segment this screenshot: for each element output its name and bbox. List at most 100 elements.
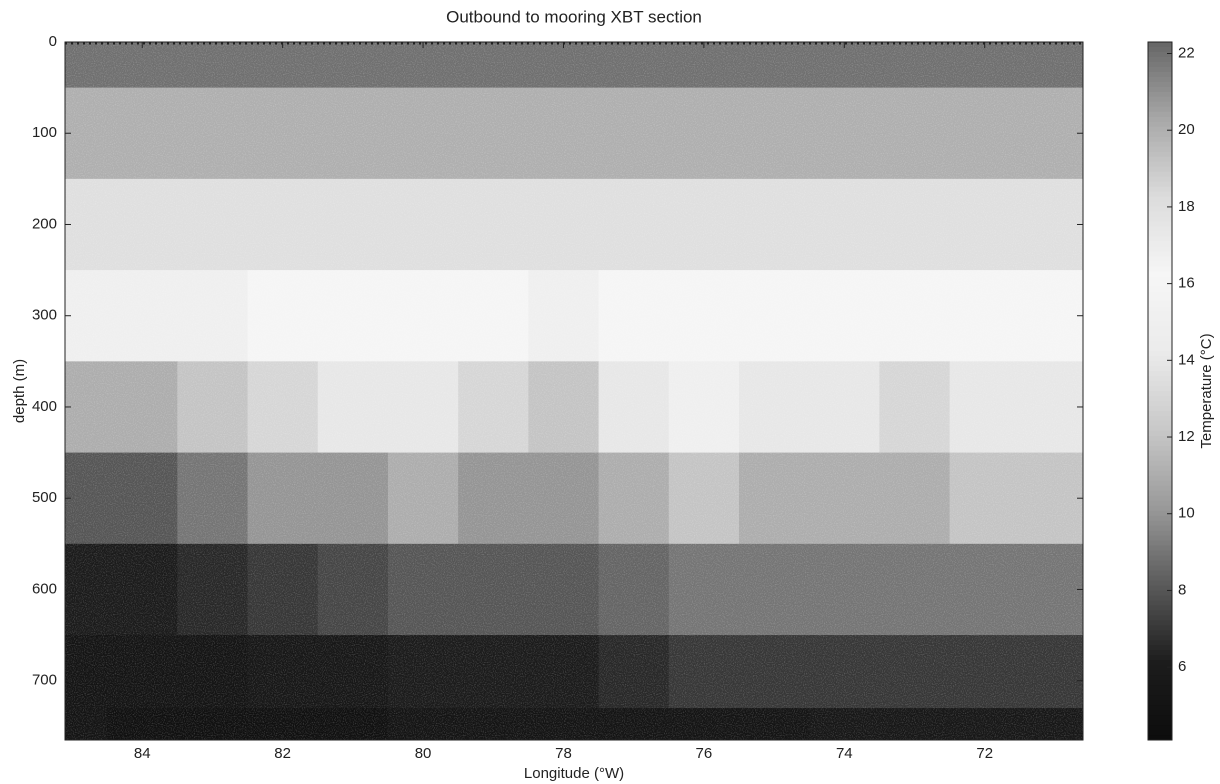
colorbar-step (1148, 615, 1172, 621)
colorbar-step (1148, 271, 1172, 277)
colorbar-step (1148, 665, 1172, 671)
colorbar-tick-label: 10 (1178, 505, 1195, 522)
colorbar-step (1148, 186, 1172, 193)
colorbar-step (1148, 101, 1172, 108)
colorbar-step (1148, 405, 1172, 412)
colorbar-step (1148, 81, 1172, 88)
texture (65, 42, 1083, 740)
colorbar-step (1148, 156, 1172, 163)
colorbar-step (1148, 395, 1172, 402)
colorbar-step (1148, 695, 1172, 701)
colorbar-step (1148, 346, 1172, 352)
colorbar-step (1148, 201, 1172, 208)
colorbar-step (1148, 136, 1172, 143)
colorbar-step (1148, 510, 1172, 517)
colorbar-step (1148, 221, 1172, 227)
colorbar-step (1148, 420, 1172, 427)
colorbar-step (1148, 660, 1172, 666)
colorbar-step (1148, 425, 1172, 432)
colorbar-step (1148, 670, 1172, 676)
colorbar-step (1148, 251, 1172, 257)
colorbar-step (1148, 381, 1172, 387)
y-tick-label: 600 (32, 580, 57, 597)
colorbar-step (1148, 361, 1172, 367)
colorbar-step (1148, 376, 1172, 382)
y-axis-label: depth (m) (11, 359, 28, 423)
colorbar-step (1148, 51, 1172, 58)
colorbar-step (1148, 555, 1172, 562)
colorbar-step (1148, 91, 1172, 98)
colorbar-step (1148, 126, 1172, 133)
colorbar-tick-label: 18 (1178, 198, 1195, 215)
colorbar-step (1148, 56, 1172, 63)
colorbar-step (1148, 246, 1172, 252)
colorbar-step (1148, 281, 1172, 287)
colorbar-step (1148, 580, 1172, 586)
colorbar-step (1148, 645, 1172, 651)
colorbar-tick-label: 16 (1178, 275, 1195, 292)
colorbar-step (1148, 690, 1172, 696)
colorbar-step (1148, 530, 1172, 537)
colorbar-step (1148, 276, 1172, 282)
colorbar-step (1148, 650, 1172, 656)
colorbar-step (1148, 46, 1172, 53)
colorbar-step (1148, 326, 1172, 332)
colorbar-step (1148, 71, 1172, 78)
x-tick-label: 76 (696, 745, 713, 762)
colorbar-step (1148, 371, 1172, 377)
colorbar-step (1148, 61, 1172, 68)
plot-frame (64, 41, 1084, 741)
colorbar-step (1148, 216, 1172, 222)
colorbar-step (1148, 685, 1172, 691)
colorbar-step (1148, 366, 1172, 372)
colorbar-step (1148, 550, 1172, 557)
colorbar-step (1148, 655, 1172, 661)
colorbar-step (1148, 730, 1172, 736)
colorbar-step (1148, 545, 1172, 552)
colorbar-step (1148, 116, 1172, 123)
colorbar-step (1148, 96, 1172, 103)
x-tick-label: 82 (274, 745, 291, 762)
colorbar-step (1148, 540, 1172, 547)
colorbar-step (1148, 291, 1172, 297)
colorbar-step (1148, 625, 1172, 631)
x-tick-label: 84 (134, 745, 151, 762)
colorbar-tick-label: 22 (1178, 44, 1195, 61)
colorbar-step (1148, 301, 1172, 307)
colorbar-step (1148, 605, 1172, 611)
colorbar-step (1148, 620, 1172, 626)
colorbar-step (1148, 231, 1172, 237)
colorbar-step (1148, 520, 1172, 527)
colorbar-step (1148, 435, 1172, 442)
colorbar-step (1148, 141, 1172, 148)
colorbar-step (1148, 630, 1172, 636)
colorbar-step (1148, 256, 1172, 262)
colorbar-step (1148, 675, 1172, 681)
colorbar-step (1148, 316, 1172, 322)
colorbar-step (1148, 415, 1172, 422)
colorbar-step (1148, 131, 1172, 138)
colorbar-step (1148, 445, 1172, 452)
colorbar-step (1148, 575, 1172, 581)
colorbar-step (1148, 341, 1172, 347)
colorbar-step (1148, 450, 1172, 457)
colorbar-frame (1147, 41, 1173, 741)
colorbar-step (1148, 700, 1172, 706)
colorbar-step (1148, 470, 1172, 477)
colorbar-step (1148, 266, 1172, 272)
colorbar-step (1148, 121, 1172, 128)
colorbar-step (1148, 151, 1172, 158)
colorbar-tick-label: 14 (1178, 351, 1195, 368)
colorbar-step (1148, 585, 1172, 591)
colorbar-step (1148, 146, 1172, 153)
colorbar-step (1148, 226, 1172, 232)
colorbar-step (1148, 505, 1172, 512)
colorbar-step (1148, 595, 1172, 601)
colorbar-step (1148, 515, 1172, 522)
colorbar-step (1148, 311, 1172, 317)
colorbar-step (1148, 715, 1172, 721)
colorbar-step (1148, 106, 1172, 113)
colorbar-step (1148, 331, 1172, 337)
colorbar-step (1148, 76, 1172, 83)
colorbar-step (1148, 410, 1172, 417)
